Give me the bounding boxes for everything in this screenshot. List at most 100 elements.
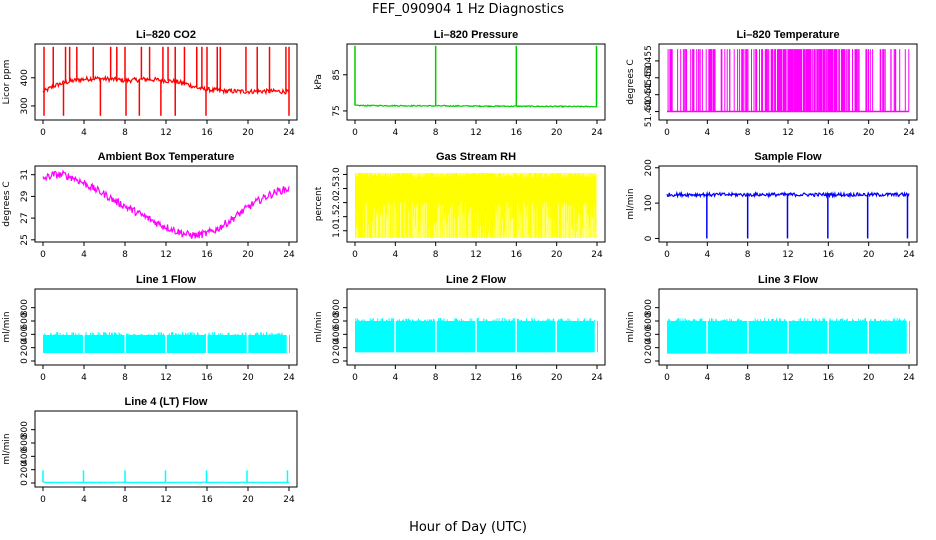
x-tick-label: 0 xyxy=(352,128,358,138)
x-tick-label: 12 xyxy=(470,128,481,138)
series-band xyxy=(667,321,707,354)
x-tick-label: 4 xyxy=(81,495,87,505)
x-tick-label: 20 xyxy=(863,128,875,138)
x-tick-label: 0 xyxy=(664,250,670,260)
panel-title: Line 2 Flow xyxy=(446,274,506,286)
x-tick-label: 0 xyxy=(664,128,670,138)
x-tick-label: 20 xyxy=(242,128,254,138)
figure-title: FEF_090904 1 Hz Diagnostics xyxy=(372,2,564,17)
figure-x-axis-label: Hour of Day (UTC) xyxy=(409,520,527,535)
series-band xyxy=(868,321,907,354)
y-tick-label: 200 xyxy=(332,339,342,356)
x-tick-label: 16 xyxy=(823,373,835,383)
plot-frame xyxy=(34,165,298,243)
series-flicker xyxy=(667,49,910,112)
panel-title: Line 3 Flow xyxy=(758,274,818,286)
x-tick-label: 0 xyxy=(40,495,46,505)
series-band xyxy=(395,321,436,353)
x-tick-label: 16 xyxy=(511,373,523,383)
y-tick-label: 400 xyxy=(644,325,654,342)
x-tick-label: 4 xyxy=(392,128,398,138)
y-tick-label: 200 xyxy=(644,339,654,356)
series-band xyxy=(788,321,828,354)
x-tick-label: 8 xyxy=(745,250,751,260)
series-band xyxy=(207,335,247,353)
x-tick-label: 20 xyxy=(551,373,563,383)
x-tick-label: 20 xyxy=(242,495,254,505)
y-tick-label: 0 xyxy=(644,358,654,364)
y-tick-label: 200 xyxy=(20,461,30,478)
x-tick-label: 12 xyxy=(470,250,481,260)
y-axis-label: ml/min xyxy=(2,433,12,464)
series-texture xyxy=(355,318,596,323)
series-band xyxy=(166,335,206,353)
x-tick-label: 24 xyxy=(591,250,603,260)
y-tick-label: 600 xyxy=(332,312,342,329)
series-band xyxy=(248,335,287,353)
y-tick-label: 29 xyxy=(20,190,30,202)
panel-li-820-co2: Li–820 CO2 Licor ppm 0 4 8 12 16 20 24 300 400 xyxy=(2,29,298,138)
x-tick-label: 4 xyxy=(81,250,87,260)
series-band xyxy=(597,321,598,353)
y-tick-label: 1.5 xyxy=(332,210,342,224)
y-tick-label: 800 xyxy=(332,299,342,316)
series-line xyxy=(42,74,290,96)
y-tick-label: 200 xyxy=(20,339,30,356)
x-tick-label: 4 xyxy=(81,128,87,138)
x-tick-label: 12 xyxy=(160,373,171,383)
series-band xyxy=(355,321,395,353)
panel-line-4-lt-flow: Line 4 (LT) Flow ml/min 0 4 8 12 16 20 24 0 200400… xyxy=(2,396,298,505)
series-band xyxy=(43,335,83,353)
series-band xyxy=(707,321,748,354)
series-texture xyxy=(356,170,596,238)
series-band xyxy=(909,321,910,354)
series-band xyxy=(84,335,125,353)
x-tick-label: 12 xyxy=(782,373,793,383)
x-tick-label: 8 xyxy=(745,128,751,138)
y-tick-label: 1.0 xyxy=(332,223,342,238)
x-tick-label: 12 xyxy=(782,250,793,260)
panel-line-2-flow: Line 2 Flow ml/min 0 4 8 12 16 20 24 0 20040060080… xyxy=(314,274,606,383)
x-tick-label: 24 xyxy=(283,373,295,383)
y-tick-label: 400 xyxy=(20,325,30,342)
x-tick-label: 24 xyxy=(903,373,915,383)
y-tick-label: 800 xyxy=(644,299,654,316)
series-band xyxy=(748,321,788,354)
y-tick-label: 27 xyxy=(20,212,30,223)
x-tick-label: 8 xyxy=(433,250,439,260)
y-tick-label: 75 xyxy=(332,105,342,116)
x-tick-label: 20 xyxy=(551,250,563,260)
x-tick-label: 4 xyxy=(392,250,398,260)
x-tick-label: 20 xyxy=(242,250,254,260)
x-tick-label: 0 xyxy=(40,128,46,138)
panel-title: Line 4 (LT) Flow xyxy=(125,396,208,408)
y-axis-label: percent xyxy=(314,186,324,221)
panel-title: Li–820 Pressure xyxy=(434,29,518,41)
y-axis-label: kPa xyxy=(314,74,324,90)
x-tick-label: 24 xyxy=(903,128,915,138)
y-tick-label: 51.440 xyxy=(644,96,654,128)
panel-title: Sample Flow xyxy=(754,151,822,163)
x-tick-label: 8 xyxy=(433,373,439,383)
x-tick-label: 12 xyxy=(470,373,481,383)
x-tick-label: 12 xyxy=(160,250,171,260)
x-tick-label: 8 xyxy=(122,128,128,138)
series-band xyxy=(516,321,556,353)
y-tick-label: 2.0 xyxy=(332,195,342,210)
x-tick-label: 24 xyxy=(283,495,295,505)
panel-sample-flow: Sample Flow ml/min 0 4 8 12 16 20 24 0 100 200 xyxy=(626,151,918,260)
panel-title: Li–820 CO2 xyxy=(136,29,196,41)
x-tick-label: 24 xyxy=(903,250,915,260)
x-tick-label: 12 xyxy=(160,128,171,138)
x-tick-label: 20 xyxy=(242,373,254,383)
series-texture xyxy=(667,318,907,323)
x-tick-label: 16 xyxy=(201,250,213,260)
x-tick-label: 0 xyxy=(352,373,358,383)
panel-gas-stream-rh: Gas Stream RH percent 0 4 8 12 16 20 24 1.01.52.0… xyxy=(314,151,606,260)
y-tick-label: 400 xyxy=(20,69,30,86)
y-axis-label: degrees C xyxy=(2,181,12,226)
y-tick-label: 600 xyxy=(20,312,30,329)
panel-line-3-flow: Line 3 Flow ml/min 0 4 8 12 16 20 24 0 20040060080… xyxy=(626,274,918,383)
series-band xyxy=(476,321,516,353)
y-tick-label: 51.455 xyxy=(644,45,654,76)
